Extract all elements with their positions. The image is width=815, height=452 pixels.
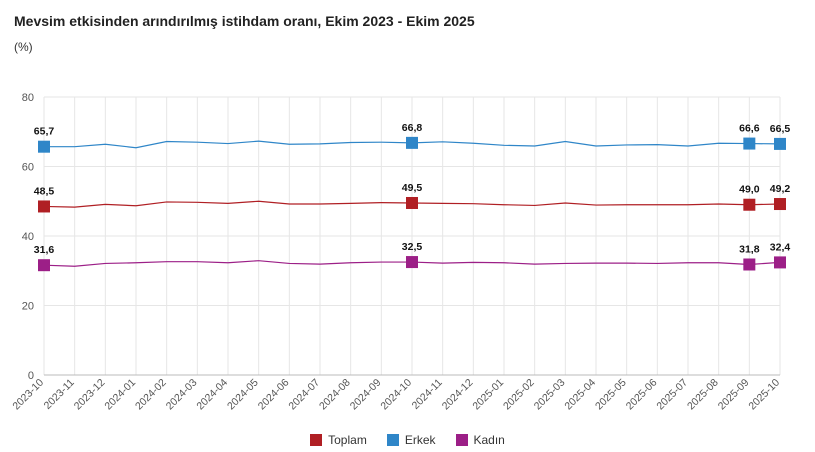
- x-tick-label: 2025-10: [746, 377, 782, 413]
- legend-label: Toplam: [328, 433, 367, 447]
- x-tick-label: 2024-03: [164, 377, 200, 413]
- x-tick-label: 2025-05: [593, 377, 629, 413]
- y-tick-label: 20: [22, 301, 34, 313]
- data-label: 49,0: [739, 184, 760, 196]
- y-tick-label: 0: [28, 370, 34, 382]
- data-point-kadın: [743, 258, 756, 271]
- data-point-toplam: [406, 196, 418, 209]
- data-point-erkek: [406, 136, 418, 149]
- legend-item-kadın[interactable]: Kadın: [455, 433, 505, 447]
- data-label: 31,6: [34, 244, 55, 256]
- data-label: 49,5: [402, 182, 423, 194]
- x-tick-label: 2025-01: [470, 377, 506, 413]
- x-tick-label: 2024-09: [348, 377, 384, 413]
- x-tick-label: 2025-09: [716, 377, 752, 413]
- data-point-kadın: [774, 256, 786, 269]
- data-point-toplam: [774, 198, 786, 211]
- x-tick-label: 2024-02: [133, 377, 169, 413]
- legend-swatch: [386, 434, 399, 446]
- x-tick-label: 2023-11: [42, 377, 77, 412]
- data-point-erkek: [743, 137, 756, 150]
- data-label: 48,5: [34, 185, 55, 197]
- legend-label: Kadın: [473, 433, 505, 447]
- unit-label: (%): [14, 40, 33, 54]
- data-point-kadın: [406, 256, 418, 269]
- data-label: 66,6: [739, 123, 760, 135]
- data-point-toplam: [38, 200, 50, 213]
- x-tick-label: 2024-01: [102, 377, 138, 413]
- x-tick-label: 2024-10: [378, 377, 414, 413]
- legend-label: Erkek: [404, 433, 436, 447]
- x-tick-label: 2025-04: [562, 377, 598, 413]
- data-label: 32,5: [402, 241, 423, 253]
- x-tick-label: 2024-07: [286, 377, 322, 413]
- data-label: 66,5: [770, 123, 791, 135]
- x-tick-label: 2024-05: [225, 377, 261, 413]
- x-tick-label: 2024-11: [410, 377, 445, 412]
- x-tick-label: 2025-08: [685, 377, 721, 413]
- legend-swatch: [455, 434, 468, 446]
- legend-swatch: [310, 434, 323, 446]
- legend-item-erkek[interactable]: Erkek: [386, 433, 436, 447]
- y-tick-label: 80: [22, 92, 34, 104]
- x-tick-label: 2025-07: [654, 377, 690, 413]
- y-tick-label: 40: [22, 231, 34, 243]
- x-tick-label: 2024-06: [256, 377, 292, 413]
- x-tick-label: 2025-06: [624, 377, 660, 413]
- x-tick-label: 2023-12: [72, 377, 108, 413]
- data-point-erkek: [38, 140, 50, 153]
- data-point-toplam: [743, 198, 756, 211]
- data-point-kadın: [38, 259, 50, 272]
- legend: Toplam Erkek Kadın: [0, 433, 815, 447]
- x-tick-label: 2024-12: [440, 377, 476, 413]
- y-tick-label: 60: [22, 162, 34, 174]
- x-tick-label: 2025-03: [532, 377, 568, 413]
- data-label: 31,8: [739, 243, 760, 255]
- data-label: 49,2: [770, 183, 791, 195]
- data-label: 66,8: [402, 122, 423, 134]
- data-label: 32,4: [770, 241, 791, 253]
- data-point-erkek: [774, 137, 786, 150]
- data-label: 65,7: [34, 126, 55, 138]
- x-tick-label: 2024-04: [194, 377, 230, 413]
- x-tick-label: 2025-02: [501, 377, 537, 413]
- x-tick-label: 2024-08: [317, 377, 353, 413]
- legend-item-toplam[interactable]: Toplam: [310, 433, 367, 447]
- chart-title: Mevsim etkisinden arındırılmış istihdam …: [14, 13, 475, 29]
